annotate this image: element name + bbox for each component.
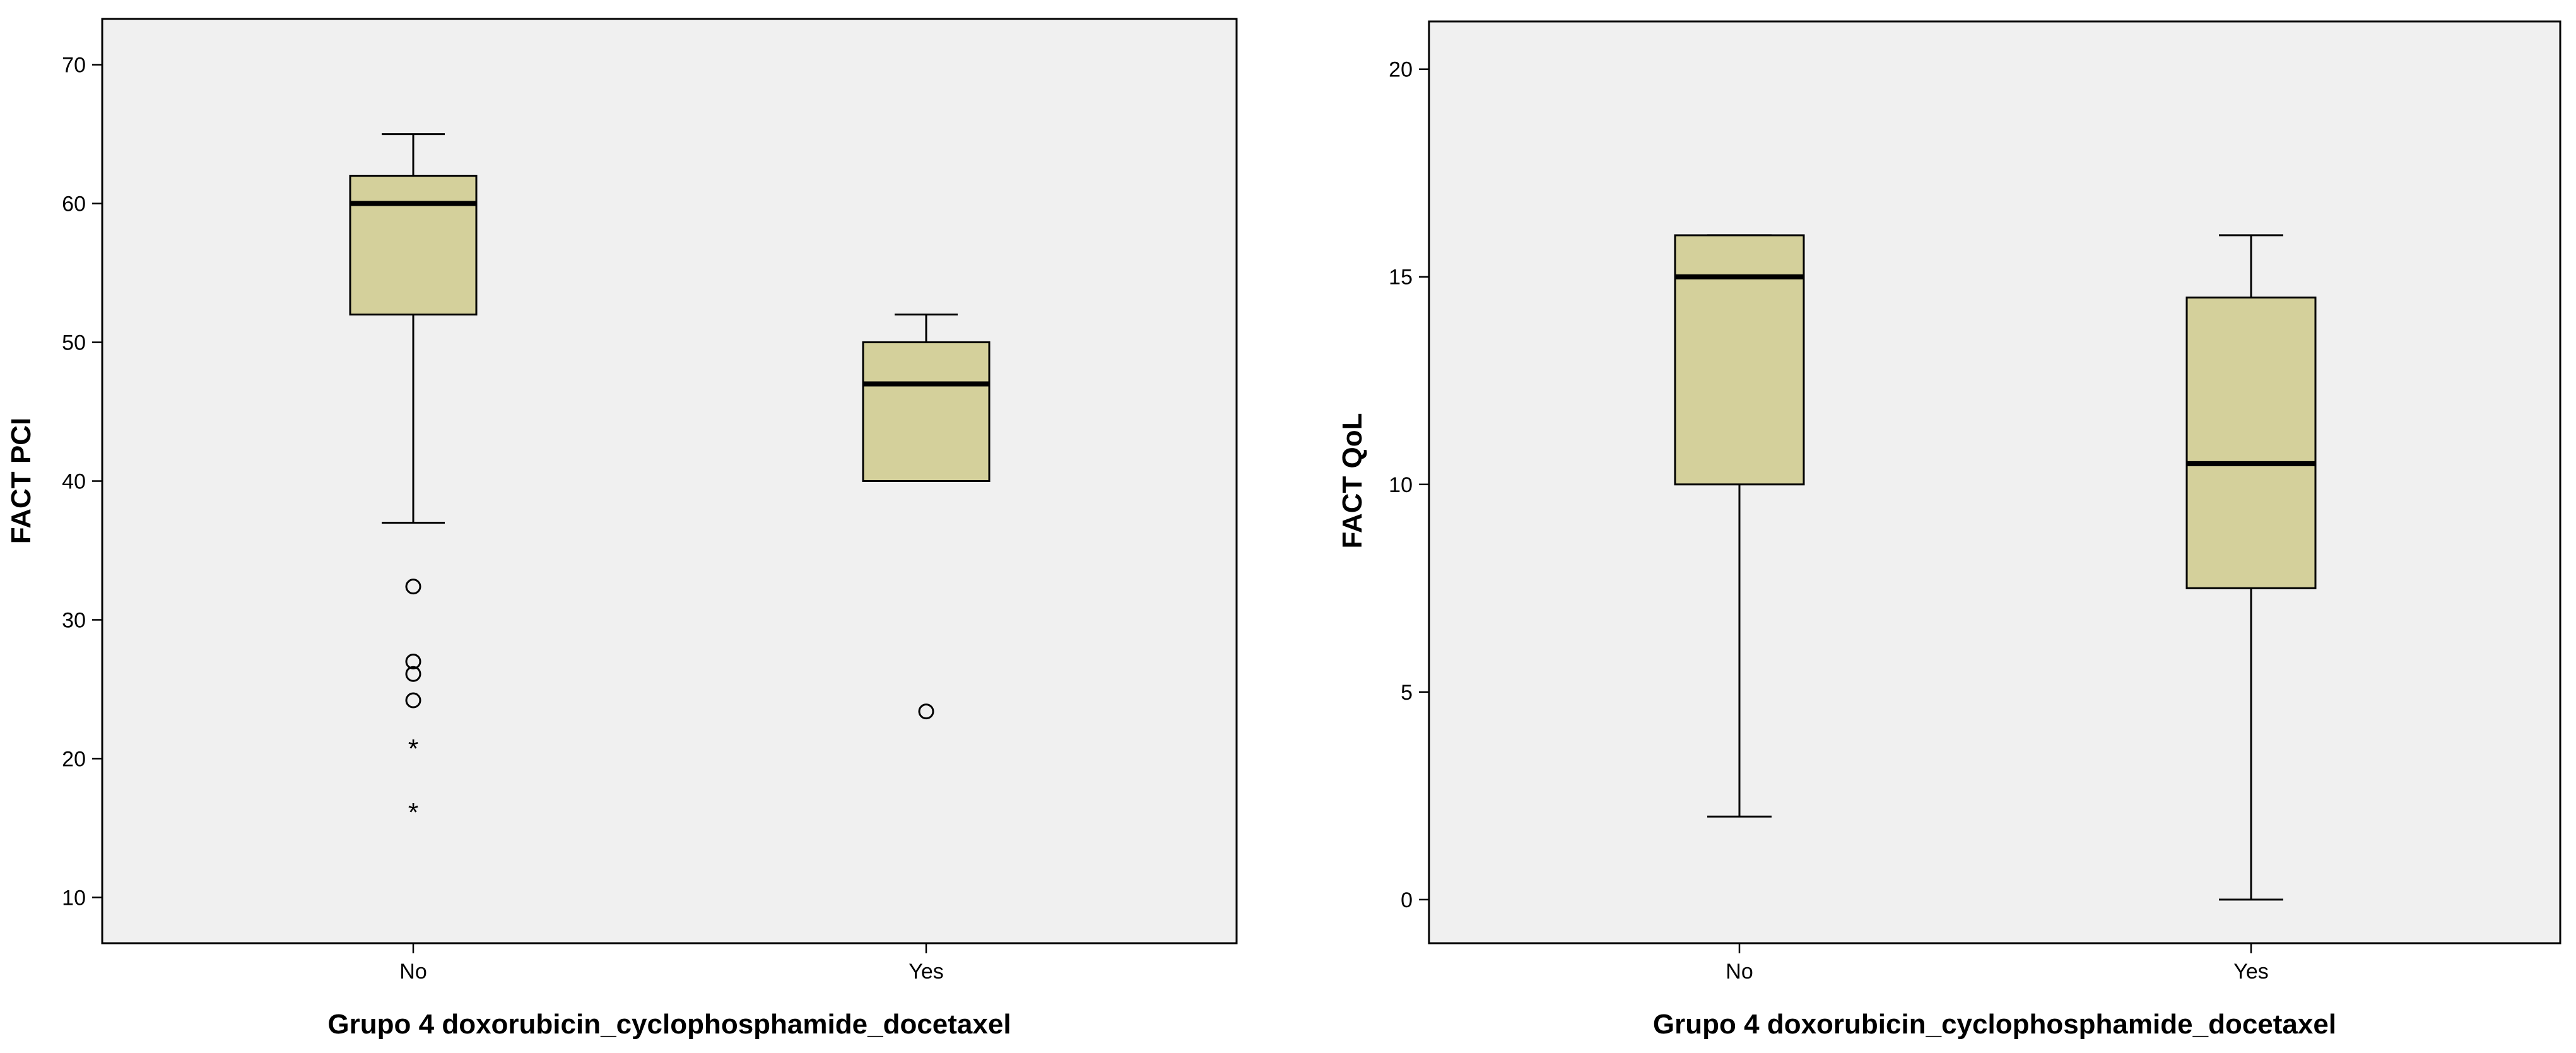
- y-tick-label: 20: [1389, 58, 1413, 82]
- y-axis-title: FACT PCI: [6, 418, 37, 544]
- outlier-point: [918, 703, 934, 720]
- outlier-point: [405, 579, 421, 595]
- y-tick-label: 40: [62, 470, 86, 494]
- y-tick-label: 60: [62, 192, 86, 216]
- y-tick-label: 20: [62, 747, 86, 771]
- y-tick-label: 5: [1401, 681, 1413, 705]
- box-yes: [862, 314, 991, 720]
- box-iqr: [2185, 297, 2317, 589]
- outlier-point: [405, 653, 421, 669]
- outlier-point: [405, 692, 421, 709]
- x-tick-label: No: [1726, 960, 1753, 984]
- box-no: **: [349, 133, 478, 827]
- x-axis-title: Grupo 4 doxorubicin_cyclophosphamide_doc…: [1653, 1009, 2336, 1040]
- y-axis-title: FACT QoL: [1337, 413, 1368, 548]
- y-tick-label: 15: [1389, 266, 1413, 290]
- x-tick-label: No: [399, 960, 426, 984]
- x-axis-title: Grupo 4 doxorubicin_cyclophosphamide_doc…: [327, 1009, 1011, 1040]
- chart-2: 0 5 10 15 20 No Yes FACT QoL Grupo 4 doxorubicin…: [1337, 20, 2561, 1040]
- y-tick-label: 70: [62, 54, 86, 78]
- plot-area: [101, 18, 1238, 944]
- y-tick-label: 10: [62, 886, 86, 910]
- box-no: [1674, 234, 1805, 818]
- y-tick-label: 30: [62, 608, 86, 632]
- x-tick-label: Yes: [2233, 960, 2268, 984]
- plot-area: [1428, 20, 2561, 944]
- outlier-point: [405, 666, 421, 682]
- box-iqr: [862, 341, 991, 482]
- y-tick-label: 10: [1389, 473, 1413, 497]
- extreme-point: *: [408, 734, 418, 763]
- box-yes: [2185, 234, 2317, 901]
- x-tick-label: Yes: [909, 960, 943, 984]
- extreme-point: *: [408, 797, 418, 827]
- y-tick-label: 0: [1401, 888, 1413, 912]
- y-tick-label: 50: [62, 331, 86, 355]
- box-iqr: [349, 175, 478, 316]
- box-iqr: [1674, 234, 1805, 486]
